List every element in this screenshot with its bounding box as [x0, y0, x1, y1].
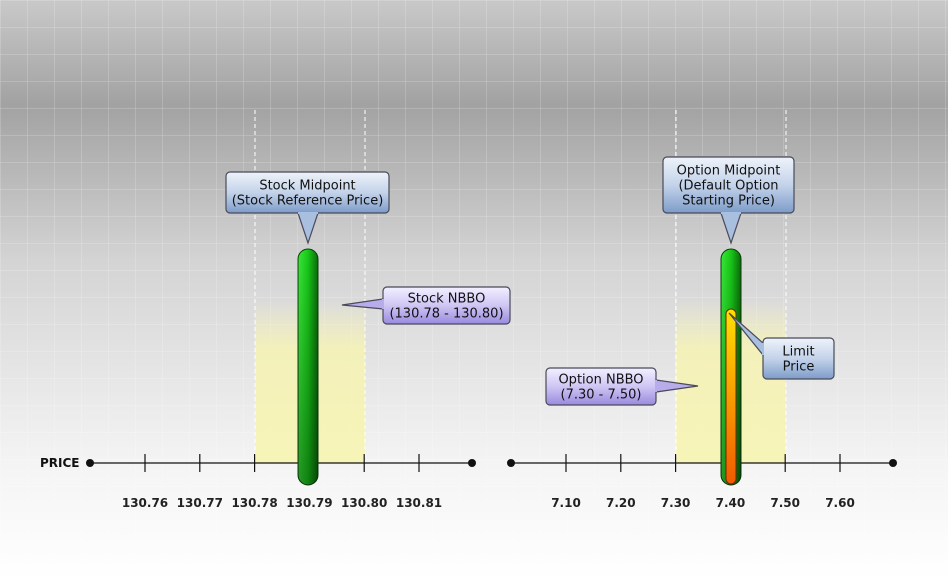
callout: Stock Midpoint(Stock Reference Price)	[225, 171, 390, 245]
callout-box	[762, 337, 835, 380]
limit-price-bar	[725, 308, 737, 485]
axis-label: PRICE	[40, 456, 80, 470]
callout-text: Option Midpoint	[677, 164, 781, 179]
callout-text: (Default Option	[678, 179, 778, 194]
callout-text: Starting Price)	[682, 194, 775, 209]
stock-midpoint-bar	[297, 248, 319, 486]
tick-label: 130.81	[396, 496, 442, 510]
tick-label: 7.50	[770, 496, 800, 510]
tick-label: 130.77	[177, 496, 223, 510]
tick-label: 130.78	[231, 496, 277, 510]
axis-ends	[86, 459, 897, 467]
nbbo-bounds	[254, 110, 787, 463]
tick-label: 7.30	[661, 496, 691, 510]
tick-label: 7.20	[606, 496, 636, 510]
callout: Stock NBBO(130.78 - 130.80)	[341, 286, 511, 325]
callout-text: Stock NBBO	[408, 292, 486, 307]
tick-label: 7.40	[716, 496, 746, 510]
tick-label: 130.79	[286, 496, 332, 510]
tick-label: 130.76	[122, 496, 168, 510]
callout-text: (7.30 - 7.50)	[561, 388, 642, 403]
callout-text: (130.78 - 130.80)	[389, 307, 503, 322]
option-midpoint-bar	[720, 248, 742, 486]
tick-label: 7.60	[825, 496, 855, 510]
callout-text: (Stock Reference Price)	[232, 194, 384, 209]
tick-label: 130.80	[341, 496, 387, 510]
tick-label: 7.10	[551, 496, 581, 510]
callout: Option NBBO(7.30 - 7.50)	[545, 367, 699, 406]
callout-text: Limit	[782, 345, 814, 360]
callout-text: Price	[783, 360, 815, 375]
callout-text: Stock Midpoint	[259, 179, 355, 194]
callout-text: Option NBBO	[558, 373, 643, 388]
